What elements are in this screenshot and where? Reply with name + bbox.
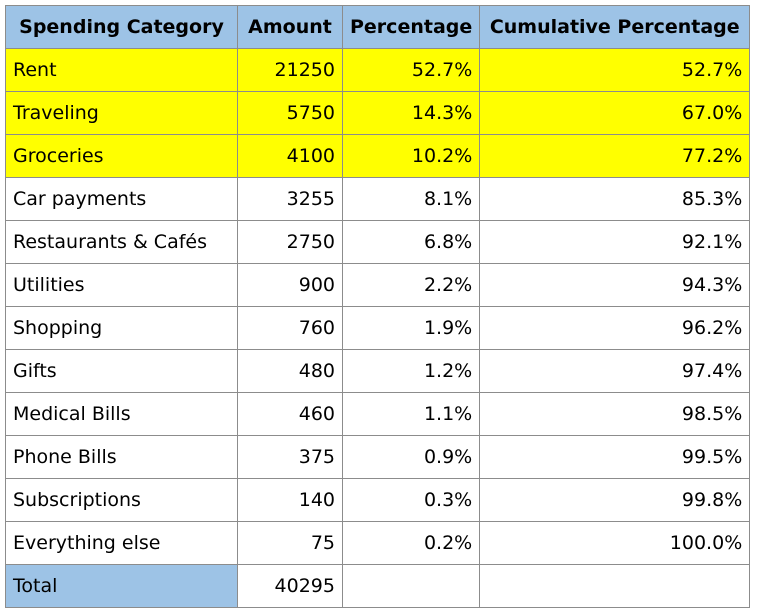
cumulative-cell: 77.2% <box>479 134 751 178</box>
category-cell: Restaurants & Cafés <box>5 220 238 264</box>
percentage-cell: 14.3% <box>341 91 481 135</box>
category-cell: Medical Bills <box>5 392 238 436</box>
category-cell: Groceries <box>5 134 238 178</box>
percentage-cell: 0.2% <box>341 521 481 565</box>
table-row: Everything else 75 0.2% 100.0% <box>5 521 751 565</box>
cumulative-cell: 97.4% <box>479 349 751 393</box>
amount-cell: 140 <box>237 478 343 522</box>
percentage-cell: 0.3% <box>341 478 481 522</box>
amount-cell: 4100 <box>237 134 343 178</box>
percentage-cell: 6.8% <box>341 220 481 264</box>
cumulative-cell: 94.3% <box>479 263 751 307</box>
table-row: Car payments 3255 8.1% 85.3% <box>5 177 751 221</box>
table-row: Subscriptions 140 0.3% 99.8% <box>5 478 751 522</box>
category-cell: Shopping <box>5 306 238 350</box>
cumulative-cell: 67.0% <box>479 91 751 135</box>
category-cell: Traveling <box>5 91 238 135</box>
amount-cell: 5750 <box>237 91 343 135</box>
table-row: Traveling 5750 14.3% 67.0% <box>5 91 751 135</box>
header-spending-category: Spending Category <box>5 5 238 49</box>
category-cell: Phone Bills <box>5 435 238 479</box>
table-row: Medical Bills 460 1.1% 98.5% <box>5 392 751 436</box>
total-percentage <box>341 564 481 608</box>
amount-cell: 375 <box>237 435 343 479</box>
category-cell: Gifts <box>5 349 238 393</box>
cumulative-cell: 98.5% <box>479 392 751 436</box>
header-percentage: Percentage <box>341 5 481 49</box>
header-amount: Amount <box>237 5 343 49</box>
percentage-cell: 2.2% <box>341 263 481 307</box>
cumulative-cell: 96.2% <box>479 306 751 350</box>
table-row: Utilities 900 2.2% 94.3% <box>5 263 751 307</box>
cumulative-cell: 99.5% <box>479 435 751 479</box>
amount-cell: 21250 <box>237 48 343 92</box>
table-row: Gifts 480 1.2% 97.4% <box>5 349 751 393</box>
percentage-cell: 1.9% <box>341 306 481 350</box>
table-row: Shopping 760 1.9% 96.2% <box>5 306 751 350</box>
percentage-cell: 1.1% <box>341 392 481 436</box>
cumulative-cell: 92.1% <box>479 220 751 264</box>
percentage-cell: 10.2% <box>341 134 481 178</box>
header-row: Spending Category Amount Percentage Cumu… <box>5 5 751 49</box>
total-label: Total <box>5 564 238 608</box>
table-body: Rent 21250 52.7% 52.7% Traveling 5750 14.3% 67.… <box>5 48 751 565</box>
cumulative-cell: 52.7% <box>479 48 751 92</box>
total-row: Total 40295 <box>5 564 751 608</box>
category-cell: Subscriptions <box>5 478 238 522</box>
category-cell: Everything else <box>5 521 238 565</box>
amount-cell: 75 <box>237 521 343 565</box>
percentage-cell: 1.2% <box>341 349 481 393</box>
table-row: Restaurants & Cafés 2750 6.8% 92.1% <box>5 220 751 264</box>
percentage-cell: 0.9% <box>341 435 481 479</box>
percentage-cell: 8.1% <box>341 177 481 221</box>
amount-cell: 3255 <box>237 177 343 221</box>
category-cell: Utilities <box>5 263 238 307</box>
amount-cell: 2750 <box>237 220 343 264</box>
amount-cell: 460 <box>237 392 343 436</box>
spending-table: Spending Category Amount Percentage Cumu… <box>5 5 751 608</box>
table-row: Groceries 4100 10.2% 77.2% <box>5 134 751 178</box>
amount-cell: 900 <box>237 263 343 307</box>
cumulative-cell: 100.0% <box>479 521 751 565</box>
total-cumulative <box>479 564 751 608</box>
cumulative-cell: 99.8% <box>479 478 751 522</box>
amount-cell: 480 <box>237 349 343 393</box>
header-cumulative-percentage: Cumulative Percentage <box>479 5 751 49</box>
total-amount: 40295 <box>237 564 343 608</box>
table-row: Rent 21250 52.7% 52.7% <box>5 48 751 92</box>
percentage-cell: 52.7% <box>341 48 481 92</box>
table-row: Phone Bills 375 0.9% 99.5% <box>5 435 751 479</box>
category-cell: Rent <box>5 48 238 92</box>
amount-cell: 760 <box>237 306 343 350</box>
category-cell: Car payments <box>5 177 238 221</box>
cumulative-cell: 85.3% <box>479 177 751 221</box>
